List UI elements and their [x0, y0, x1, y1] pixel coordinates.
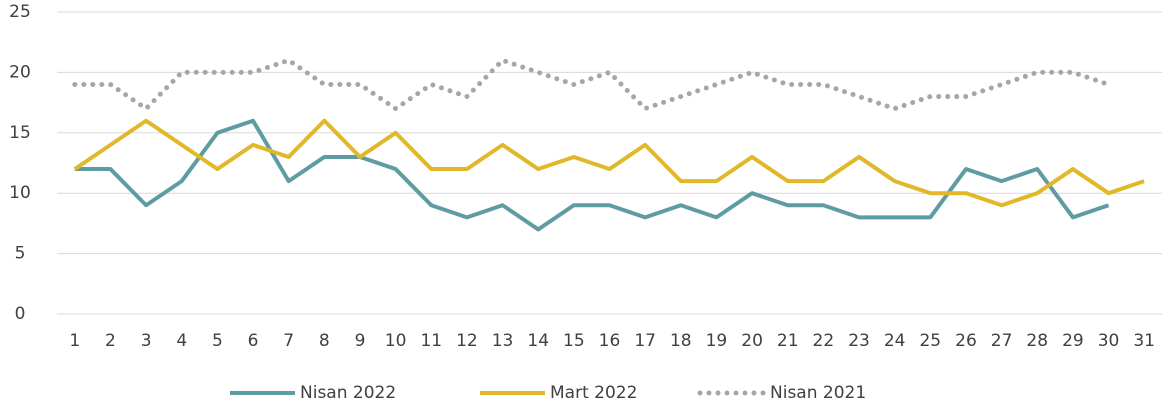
x-tick-label: 18: [670, 331, 692, 351]
x-tick-label: 15: [563, 331, 585, 351]
x-tick-label: 9: [355, 331, 366, 351]
x-tick-label: 14: [527, 331, 549, 351]
x-tick-label: 11: [420, 331, 442, 351]
x-tick-label: 26: [955, 331, 977, 351]
x-tick-label: 2: [105, 331, 116, 351]
x-tick-label: 29: [1062, 331, 1084, 351]
x-tick-label: 28: [1026, 331, 1048, 351]
y-tick-label: 5: [15, 244, 26, 264]
x-tick-label: 1: [69, 331, 80, 351]
series-line: [72, 57, 1112, 112]
x-tick-label: 31: [1133, 331, 1155, 351]
y-tick-label: 20: [9, 62, 31, 82]
legend-label: Nisan 2022: [300, 383, 396, 403]
x-tick-label: 7: [283, 331, 294, 351]
x-tick-label: 6: [248, 331, 259, 351]
legend-label: Mart 2022: [550, 383, 637, 403]
y-tick-label: 25: [9, 2, 31, 22]
x-tick-label: 30: [1098, 331, 1120, 351]
x-tick-label: 16: [599, 331, 621, 351]
x-tick-label: 22: [813, 331, 835, 351]
x-tick-label: 4: [176, 331, 187, 351]
y-tick-label: 0: [15, 304, 26, 324]
series-line: [73, 118, 1145, 208]
series-line: [74, 118, 1110, 232]
y-tick-label: 10: [9, 183, 31, 203]
x-tick-label: 3: [141, 331, 152, 351]
x-tick-label: 21: [777, 331, 799, 351]
x-tick-label: 10: [385, 331, 407, 351]
x-tick-label: 8: [319, 331, 330, 351]
x-tick-label: 24: [884, 331, 906, 351]
x-tick-label: 20: [741, 331, 763, 351]
x-tick-label: 17: [634, 331, 656, 351]
x-tick-label: 23: [848, 331, 870, 351]
y-tick-label: 15: [9, 123, 31, 143]
legend-label: Nisan 2021: [770, 383, 866, 403]
x-tick-label: 25: [919, 331, 941, 351]
x-tick-label: 27: [991, 331, 1013, 351]
x-tick-label: 12: [456, 331, 478, 351]
x-tick-label: 13: [492, 331, 514, 351]
x-tick-label: 5: [212, 331, 223, 351]
x-tick-label: 19: [706, 331, 728, 351]
